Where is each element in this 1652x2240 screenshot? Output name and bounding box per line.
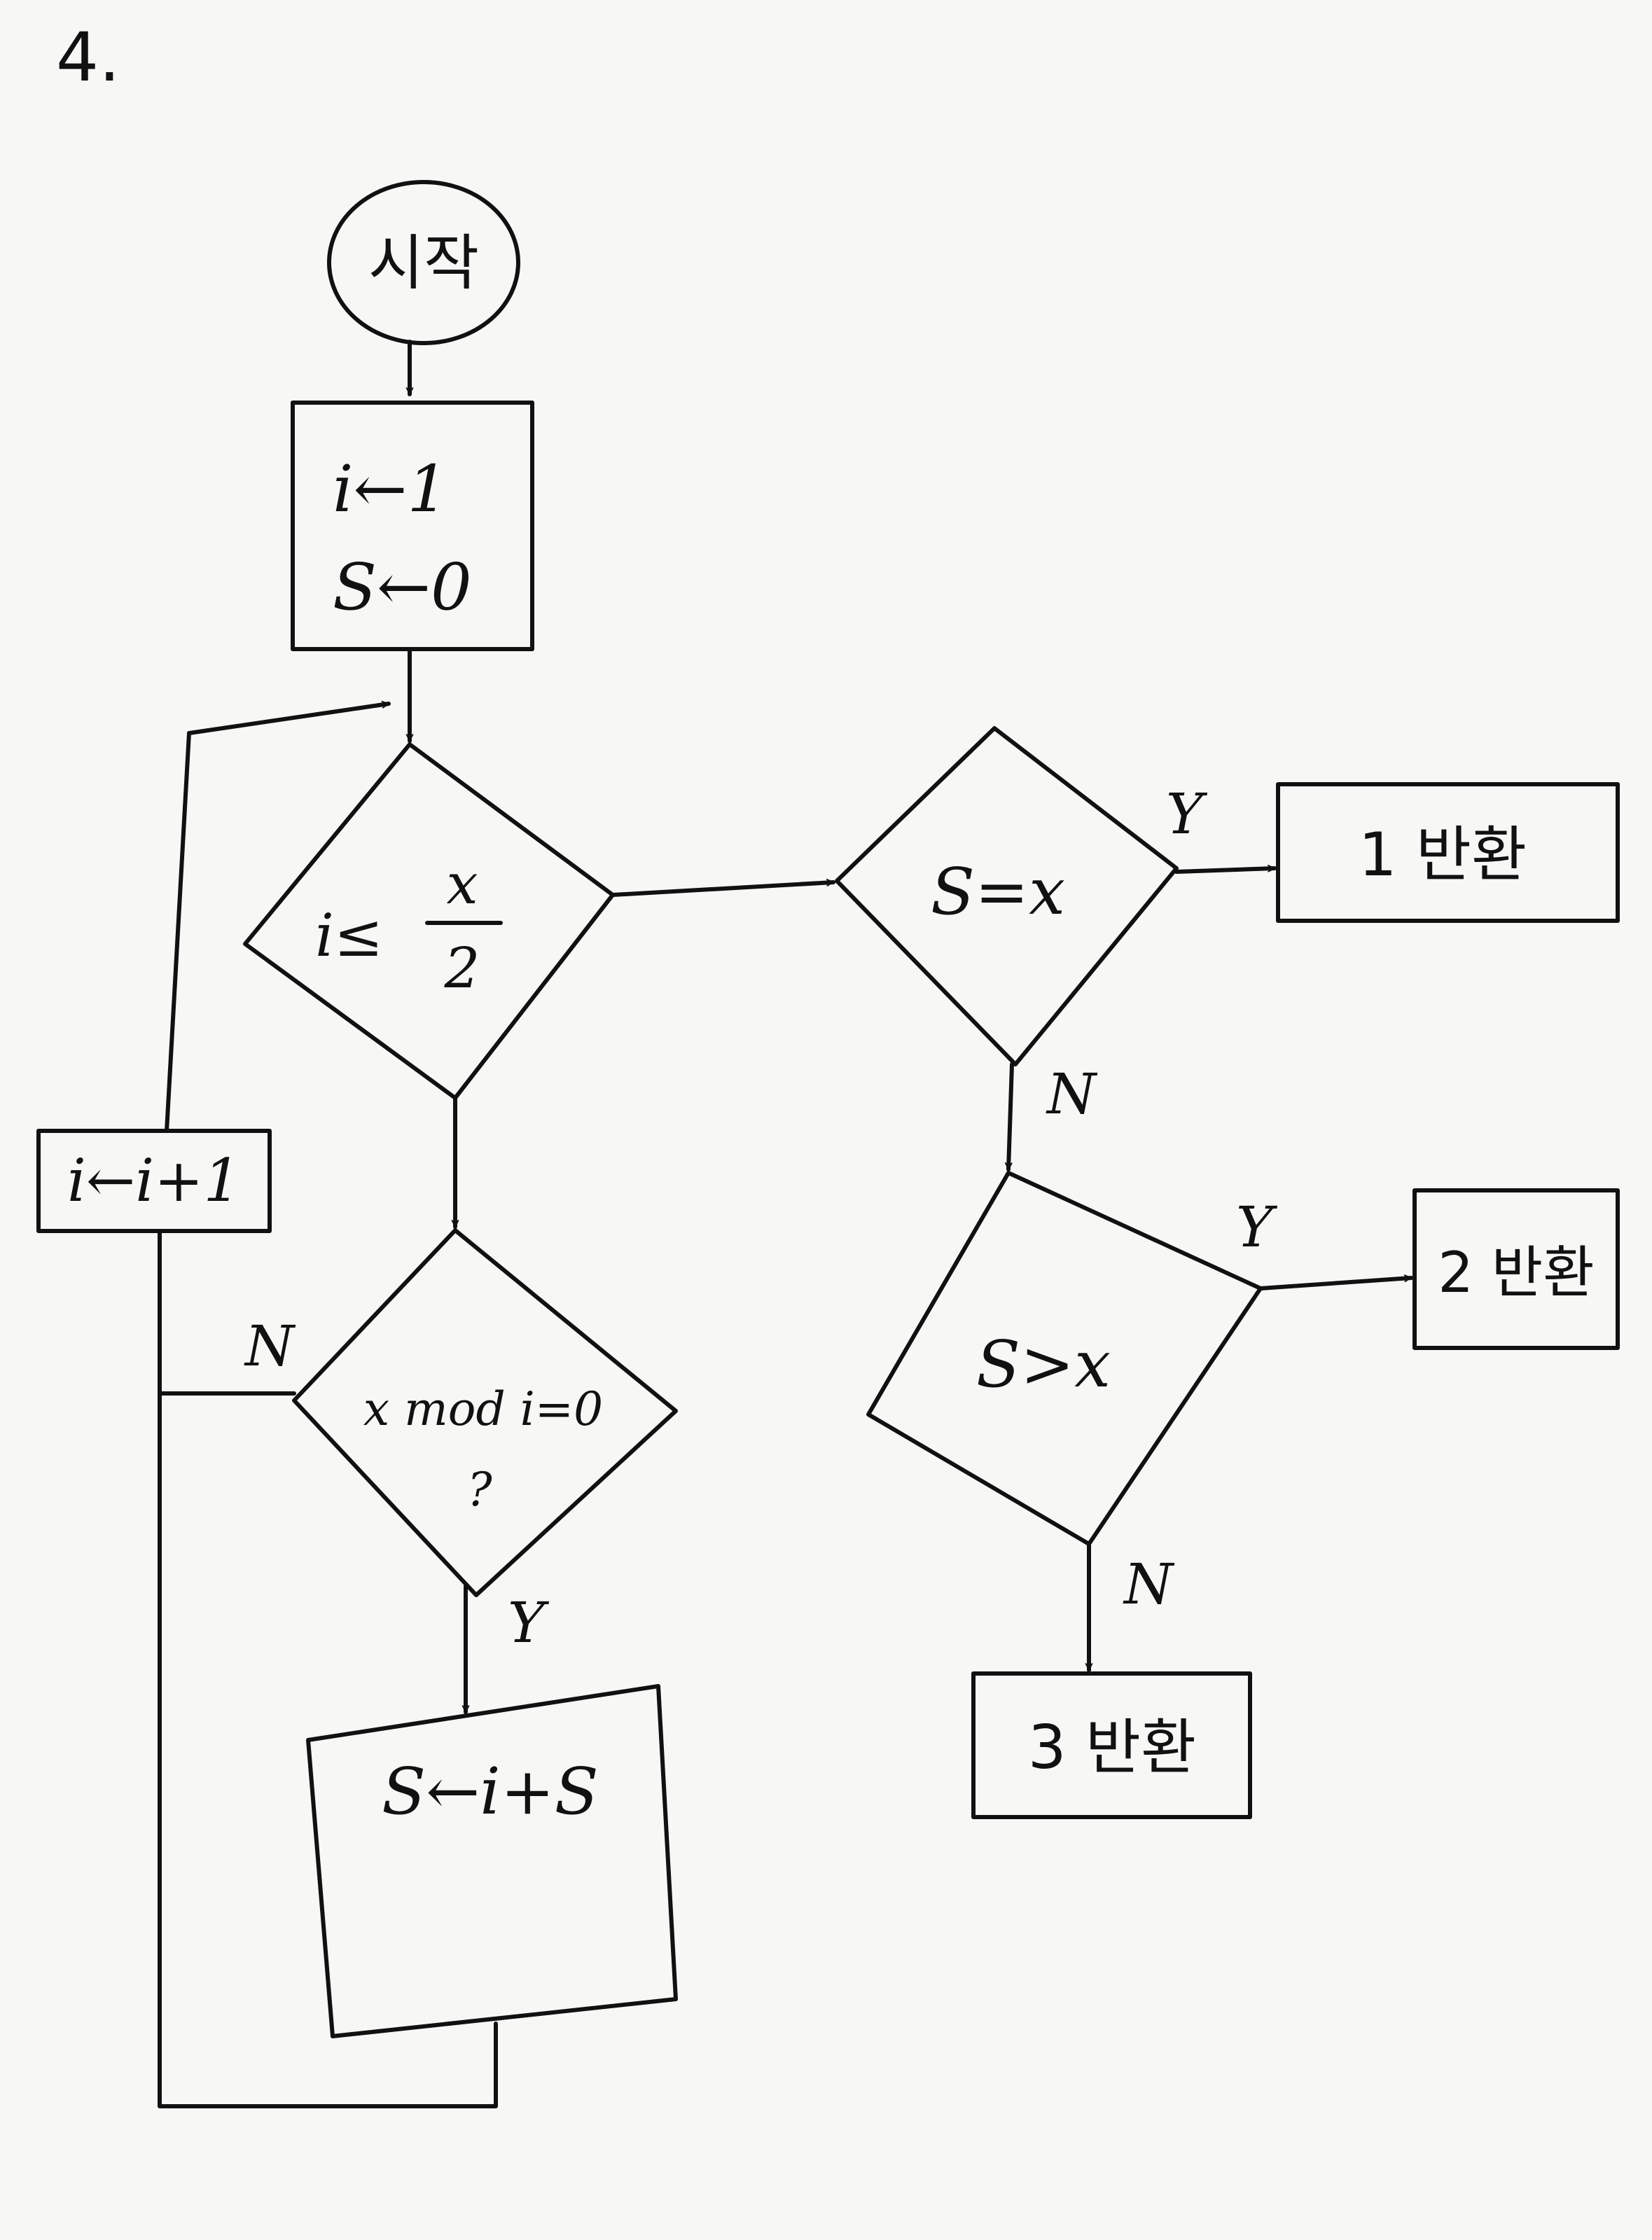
mod-no-label: N (244, 1314, 296, 1379)
return3-box (971, 1671, 1252, 1819)
equal-yes-label: Y (1166, 781, 1208, 847)
return2-label: 2 반환 (1438, 1240, 1595, 1305)
greater-yes-label: Y (1236, 1195, 1278, 1260)
init-line1: i←1 (333, 452, 448, 527)
update-s-label: S←i+S (382, 1754, 599, 1829)
arrow-greater-return2 (1258, 1278, 1413, 1291)
arrow-equal-return1 (1174, 868, 1277, 874)
start-terminal (327, 180, 520, 345)
mod-condition-line1: x mod i=0 (363, 1382, 603, 1436)
arrow-equal-greater (1008, 1062, 1014, 1171)
init-box (291, 401, 534, 651)
init-line2: S←0 (333, 550, 472, 625)
loop-condition-numerator: x (446, 851, 478, 917)
return2-box (1412, 1188, 1620, 1350)
mod-condition-diamond (292, 1228, 678, 1597)
arrow-loop-equal (611, 882, 835, 897)
loop-condition-lhs: i≤ (315, 901, 383, 970)
greater-condition-label: S>x (976, 1327, 1111, 1402)
increment-box (36, 1129, 272, 1233)
equal-condition-label: S=x (931, 854, 1065, 929)
equal-condition-diamond (835, 726, 1179, 1066)
loop-condition-denominator: 2 (444, 935, 480, 1001)
return1-box (1276, 782, 1620, 923)
return1-label: 1 반환 (1359, 820, 1527, 890)
equal-no-label: N (1046, 1062, 1098, 1127)
problem-number: 4. (56, 18, 120, 97)
greater-no-label: N (1123, 1552, 1175, 1617)
loop-back-path (158, 1229, 498, 2108)
mod-yes-label: Y (508, 1590, 550, 1655)
return3-label: 3 반환 (1028, 1713, 1196, 1783)
update-s-box (306, 1684, 678, 2038)
increment-label: i←i+1 (67, 1146, 241, 1215)
increment-back-arrow (165, 704, 391, 1133)
start-label: 시작 (368, 228, 479, 298)
mod-condition-line2: ? (467, 1463, 492, 1517)
